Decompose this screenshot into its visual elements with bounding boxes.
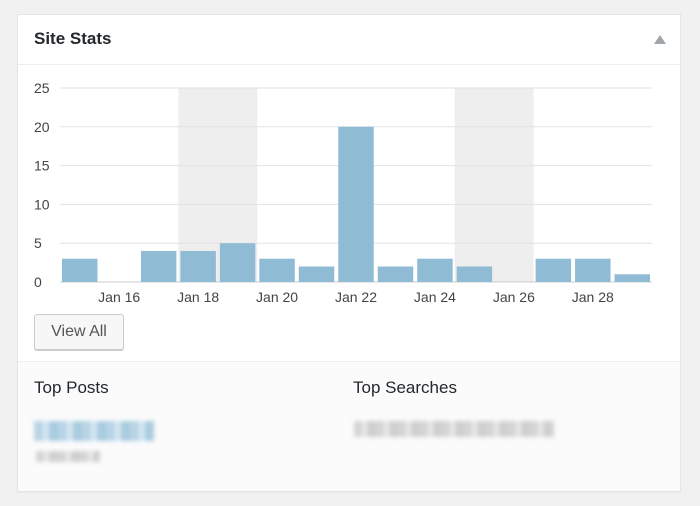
y-tick-label: 20 [34, 119, 50, 135]
weekend-band [454, 88, 534, 282]
x-tick-label: Jan 16 [98, 289, 140, 305]
x-tick-label: Jan 22 [335, 289, 377, 305]
bar [614, 274, 650, 282]
widget-title: Site Stats [34, 29, 112, 48]
widget-header: Site Stats [18, 15, 680, 65]
x-tick-label: Jan 24 [414, 289, 456, 305]
view-all-button[interactable]: View All [34, 314, 124, 350]
bar [62, 258, 98, 282]
stats-chart-svg: 0 5 10 15 20 25 Jan 16 Jan 18 Jan 20 Jan 22 Jan 24… [34, 80, 652, 305]
x-tick-label: Jan 26 [493, 289, 535, 305]
bar [298, 266, 335, 282]
y-tick-label: 15 [34, 158, 50, 174]
triangle-up-icon[interactable] [654, 35, 666, 44]
lower-panel: Top Posts Top Searches [18, 361, 680, 491]
y-tick-label: 25 [34, 80, 50, 96]
x-tick-label: Jan 28 [572, 289, 614, 305]
bar [377, 266, 414, 282]
stats-chart: 0 5 10 15 20 25 Jan 16 Jan 18 Jan 20 Jan 22 Jan 24… [18, 65, 680, 305]
bar [140, 250, 177, 282]
top-post-link-redacted[interactable] [34, 421, 154, 441]
bar [338, 126, 374, 282]
top-search-term-redacted [354, 421, 554, 437]
bar [180, 250, 216, 282]
bar [219, 243, 256, 282]
bar [456, 266, 493, 282]
x-tick-label: Jan 18 [177, 289, 219, 305]
top-posts-title: Top Posts [34, 378, 109, 397]
bar [575, 258, 611, 282]
y-tick-label: 10 [34, 196, 50, 212]
top-post-meta-redacted [36, 451, 100, 462]
y-tick-label: 0 [34, 274, 42, 290]
bar [417, 258, 453, 282]
site-stats-widget: Site Stats 0 5 10 15 20 25 Jan 16 Jan 18 Jan 20 J… [17, 14, 681, 492]
bar [259, 258, 295, 282]
top-searches-title: Top Searches [353, 378, 457, 397]
x-tick-label: Jan 20 [256, 289, 298, 305]
y-tick-label: 5 [34, 235, 42, 251]
bar [535, 258, 572, 282]
